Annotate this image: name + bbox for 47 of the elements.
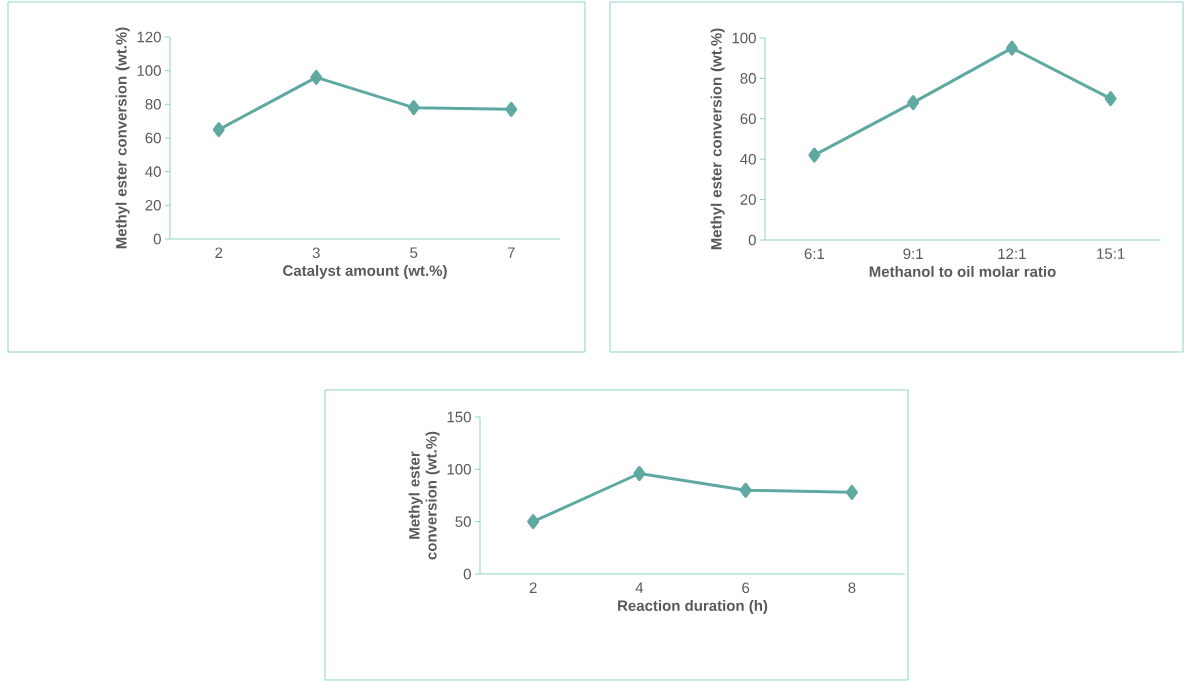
y-axis-title: Methyl ester conversion (wt.%): [710, 28, 725, 250]
y-tick-label: 20: [740, 194, 756, 205]
x-axis-title: Reaction duration (h): [618, 599, 768, 614]
x-tick-label: 5: [410, 247, 418, 258]
x-tick-label: 12:1: [998, 248, 1026, 259]
x-tick-label: 6:1: [804, 248, 825, 260]
point: [310, 69, 323, 85]
x-tick-label: 2: [215, 247, 223, 258]
y-tick-label: 40: [145, 166, 161, 177]
y-tick-label: 150: [447, 411, 471, 423]
y-tick-label: 80: [145, 99, 161, 110]
x-tick-label: 4: [635, 582, 644, 593]
x-tick-label: 2: [529, 582, 537, 593]
point: [633, 466, 646, 481]
y-tick-label: 60: [740, 113, 756, 125]
point: [527, 514, 540, 530]
x-axis-title: Catalyst amount (wt.%): [283, 264, 447, 279]
point: [407, 100, 420, 116]
x-tick-label: 8: [848, 582, 856, 594]
x-tick-label: 6: [742, 582, 750, 594]
x-axis-title: Methanol to oil molar ratio: [869, 265, 1056, 277]
point: [907, 95, 920, 111]
point: [212, 122, 225, 138]
y-tick-label: 50: [455, 516, 471, 527]
point: [739, 482, 752, 498]
point: [808, 147, 821, 163]
point: [1104, 91, 1117, 107]
y-tick-label: 100: [732, 32, 756, 44]
point: [845, 484, 858, 500]
x-tick-label: 3: [312, 247, 320, 259]
x-tick-label: 7: [507, 247, 515, 258]
x-tick-label: 9:1: [903, 248, 923, 260]
y-tick-label: 0: [748, 234, 756, 246]
y-axis-title: Methyl ester conversion (wt.%): [408, 431, 440, 560]
y-axis-title: Methyl ester conversion (wt.%): [115, 27, 130, 249]
y-tick-label: 0: [463, 568, 471, 580]
point: [1005, 40, 1018, 56]
y-tick-label: 120: [137, 31, 161, 43]
y-tick-label: 0: [153, 233, 161, 245]
y-tick-label: 100: [137, 65, 161, 76]
y-tick-label: 80: [740, 73, 756, 84]
y-tick-label: 100: [447, 464, 471, 475]
y-tick-label: 20: [145, 200, 161, 211]
x-tick-label: 15:1: [1097, 248, 1125, 259]
y-tick-label: 40: [740, 153, 756, 165]
point: [505, 101, 518, 117]
y-tick-label: 60: [145, 132, 161, 144]
